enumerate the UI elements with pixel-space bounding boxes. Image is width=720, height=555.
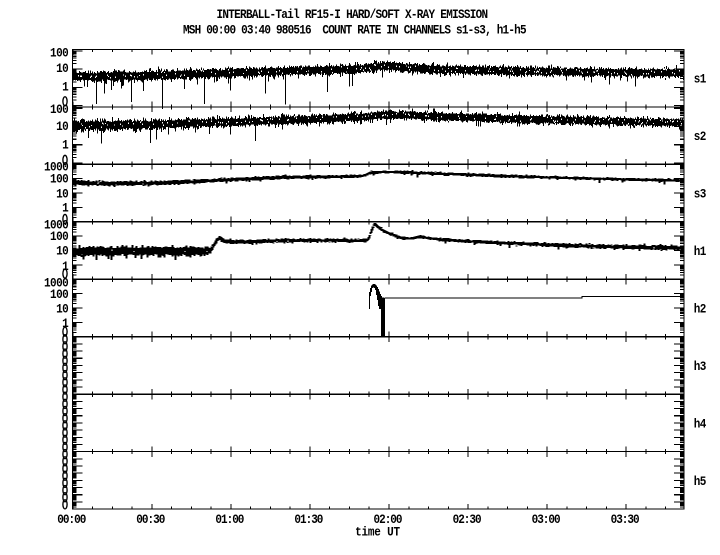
svg-text:1: 1	[62, 201, 68, 216]
svg-text:03:00: 03:00	[532, 512, 561, 527]
svg-text:h1: h1	[694, 244, 706, 259]
svg-text:100: 100	[50, 287, 69, 302]
svg-text:100: 100	[50, 46, 69, 61]
svg-text:10: 10	[56, 187, 68, 202]
svg-text:00:00: 00:00	[57, 512, 86, 527]
svg-text:time UT: time UT	[355, 525, 400, 540]
svg-text:h5: h5	[694, 474, 706, 489]
svg-text:INTERBALL-Tail RF15-I HARD/SOF: INTERBALL-Tail RF15-I HARD/SOFT X-RAY EM…	[217, 7, 488, 22]
svg-text:02:00: 02:00	[373, 512, 402, 527]
svg-text:100: 100	[50, 229, 69, 244]
svg-text:1: 1	[62, 259, 68, 274]
svg-text:1000: 1000	[44, 160, 69, 175]
svg-text:10: 10	[56, 302, 68, 317]
svg-text:02:30: 02:30	[453, 512, 482, 527]
svg-text:1000: 1000	[44, 218, 69, 233]
svg-text:03:30: 03:30	[611, 512, 640, 527]
svg-text:h4: h4	[694, 417, 706, 432]
svg-text:MSH 00:00 03:40 980516 COUNT: MSH 00:00 03:40 980516 COUNT RATE IN CHA…	[183, 23, 526, 38]
svg-text:h3: h3	[694, 359, 706, 374]
svg-text:1: 1	[62, 80, 68, 95]
svg-text:10: 10	[56, 244, 68, 259]
svg-text:00:30: 00:30	[136, 512, 165, 527]
svg-text:10: 10	[56, 61, 68, 76]
svg-text:1000: 1000	[44, 276, 69, 291]
svg-text:1: 1	[62, 316, 68, 331]
svg-text:h2: h2	[694, 302, 706, 317]
svg-text:s1: s1	[694, 72, 706, 87]
svg-text:s2: s2	[694, 129, 706, 144]
svg-text:100: 100	[50, 172, 69, 187]
svg-text:1: 1	[62, 138, 68, 153]
svg-text:01:30: 01:30	[294, 512, 323, 527]
svg-text:01:00: 01:00	[215, 512, 244, 527]
svg-text:10: 10	[56, 119, 68, 134]
svg-text:s3: s3	[694, 187, 706, 202]
svg-text:100: 100	[50, 102, 69, 117]
